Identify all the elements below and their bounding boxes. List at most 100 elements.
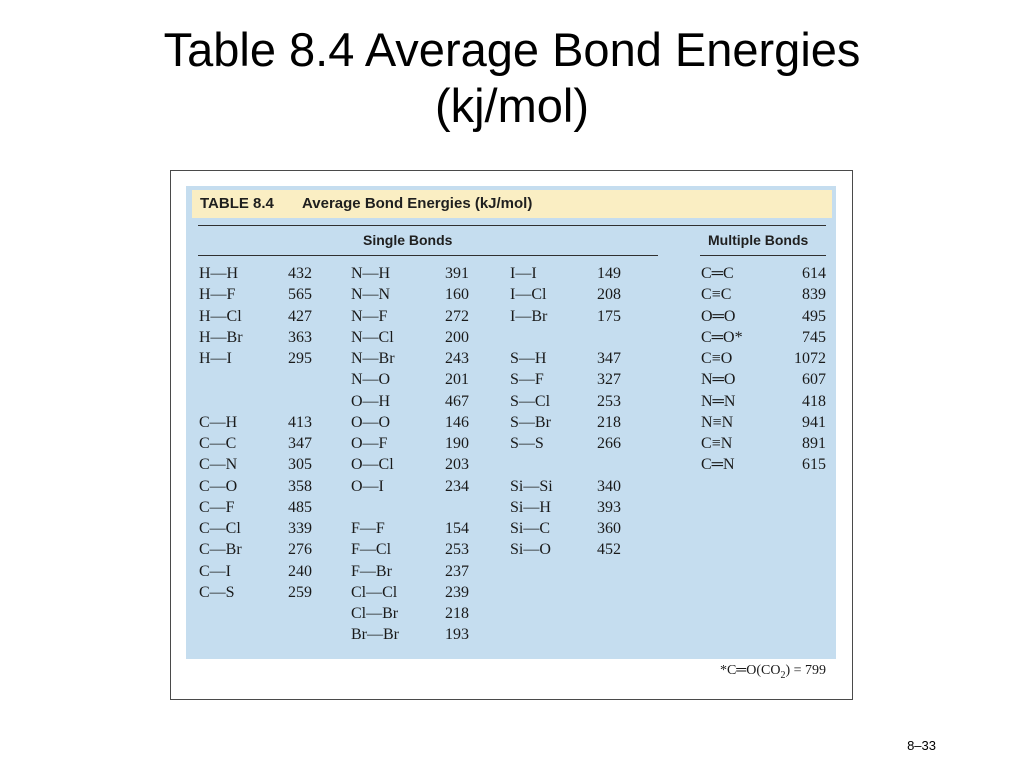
bond-label: N—O	[351, 371, 391, 389]
bond-energy-value: 208	[597, 286, 621, 304]
bond-energy-value: 203	[445, 456, 469, 474]
bond-label: H—F	[199, 286, 236, 304]
single-bonds-rule	[198, 255, 658, 257]
top-rule	[198, 225, 826, 227]
bond-energy-value: 201	[445, 371, 469, 389]
bond-energy-value: 347	[597, 350, 621, 367]
bond-energy-value: 418	[802, 392, 826, 410]
bond-energy-value: 305	[288, 456, 312, 474]
bond-energy-value: 427	[288, 307, 312, 325]
bond-energy-value: 200	[445, 328, 469, 346]
bond-label: H—I	[199, 350, 232, 367]
table-caption-text: Average Bond Energies (kJ/mol)	[302, 195, 533, 212]
bond-label: N═N	[701, 392, 736, 410]
table-caption-bar	[192, 190, 832, 218]
bond-energy-value: 253	[445, 541, 469, 559]
bond-energy-value: 218	[597, 413, 621, 431]
bond-label: Br—Br	[351, 626, 399, 644]
bond-energy-value: 190	[445, 435, 469, 452]
bond-label: C—H	[199, 413, 238, 431]
bond-label: I—I	[510, 265, 537, 282]
bond-label: I—Cl	[510, 286, 547, 304]
bond-energy-value: 360	[597, 520, 621, 537]
bond-label: H—Cl	[199, 307, 242, 325]
table-panel	[186, 186, 836, 659]
bond-label: C═C	[701, 265, 734, 282]
bond-label: C≡N	[701, 435, 733, 452]
bond-energy-value: 340	[597, 477, 621, 495]
bond-energy-value: 243	[445, 350, 469, 367]
bond-label: S—F	[510, 371, 544, 389]
bond-energy-value: 432	[288, 265, 312, 282]
bond-energy-value: 327	[597, 371, 621, 389]
footnote: *C═O(CO2) = 799	[720, 663, 826, 681]
bond-label: C═N	[701, 456, 735, 474]
bond-energy-value: 266	[597, 435, 621, 452]
single-bonds-header: Single Bonds	[363, 232, 453, 248]
bond-energy-value: 240	[288, 562, 312, 580]
bond-label: C—F	[199, 498, 235, 516]
bond-label: H—Br	[199, 328, 243, 346]
bond-label: C—I	[199, 562, 231, 580]
bond-label: S—S	[510, 435, 544, 452]
bond-energy-value: 253	[597, 392, 621, 410]
bond-energy-value: 259	[288, 583, 312, 601]
bond-label: O—O	[351, 413, 391, 431]
bond-label: Si—Si	[510, 477, 553, 495]
bond-label: Cl—Cl	[351, 583, 398, 601]
bond-energy-value: 154	[445, 520, 469, 537]
bond-label: C≡C	[701, 286, 732, 304]
bond-label: Cl—Br	[351, 605, 399, 622]
bond-label: H—H	[199, 265, 239, 282]
bond-energy-value: 839	[802, 286, 826, 304]
bond-energy-value: 614	[802, 265, 826, 282]
bond-label: C—O	[199, 477, 238, 495]
bond-energy-value: 347	[288, 435, 312, 452]
bond-label: C—C	[199, 435, 237, 452]
bond-label: N—F	[351, 307, 388, 325]
bond-label: N—H	[351, 265, 391, 282]
bond-energy-value: 615	[802, 456, 826, 474]
bond-energy-value: 607	[802, 371, 826, 389]
bond-label: N═O	[701, 371, 736, 389]
bond-energy-value: 175	[597, 307, 621, 325]
bond-label: Si—H	[510, 498, 551, 516]
bond-energy-value: 891	[802, 435, 826, 452]
bond-label: O—H	[351, 392, 391, 410]
bond-label: C—Cl	[199, 520, 241, 537]
bond-energy-value: 276	[288, 541, 312, 559]
bond-label: F—Cl	[351, 541, 392, 559]
bond-label: S—Br	[510, 413, 551, 431]
bond-label: O═O	[701, 307, 736, 325]
bond-energy-value: 565	[288, 286, 312, 304]
bond-energy-value: 393	[597, 498, 621, 516]
bond-energy-value: 146	[445, 413, 469, 431]
bond-label: N—Cl	[351, 328, 394, 346]
bond-energy-value: 358	[288, 477, 312, 495]
bond-energy-value: 1072	[794, 350, 826, 367]
bond-energy-value: 218	[445, 605, 469, 622]
bond-label: C≡O	[701, 350, 733, 367]
bond-label: Si—C	[510, 520, 551, 537]
bond-energy-value: 941	[802, 413, 826, 431]
bond-label: C—N	[199, 456, 238, 474]
bond-label: C—Br	[199, 541, 242, 559]
slide-title-line1: Table 8.4 Average Bond Energies	[163, 23, 861, 76]
bond-label: O—I	[351, 477, 384, 495]
bond-label: N—Br	[351, 350, 395, 367]
bond-label: S—H	[510, 350, 547, 367]
bond-energy-value: 295	[288, 350, 312, 367]
bond-label: S—Cl	[510, 392, 551, 410]
bond-energy-value: 339	[288, 520, 312, 537]
bond-energy-value: 193	[445, 626, 469, 644]
bond-energy-value: 363	[288, 328, 312, 346]
bond-label: C═O*	[701, 328, 743, 346]
bond-energy-value: 467	[445, 392, 469, 410]
bond-energy-value: 237	[445, 562, 469, 580]
bond-energy-value: 234	[445, 477, 469, 495]
bond-energy-value: 149	[597, 265, 621, 282]
bond-energy-value: 413	[288, 413, 312, 431]
bond-energy-value: 239	[445, 583, 469, 601]
multiple-bonds-header: Multiple Bonds	[708, 232, 809, 248]
bond-label: C—S	[199, 583, 235, 601]
